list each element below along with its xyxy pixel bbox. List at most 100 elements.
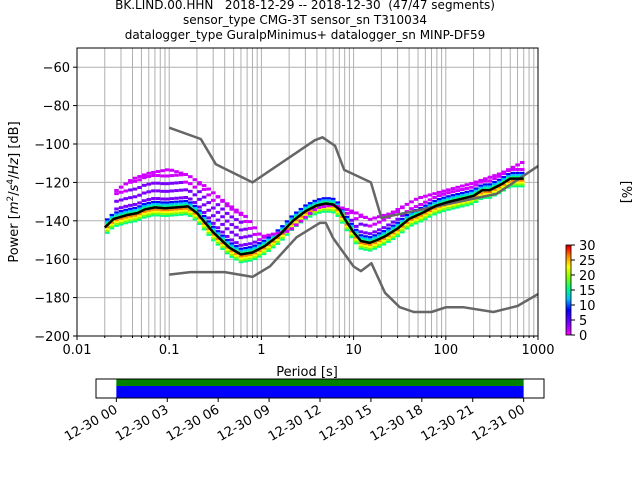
histogram-cell [155, 204, 161, 207]
histogram-cell [114, 207, 119, 211]
histogram-cell [187, 189, 193, 193]
histogram-cell [141, 216, 147, 219]
histogram-cell [247, 220, 253, 224]
histogram-cell [294, 213, 299, 216]
histogram-cell [395, 223, 401, 226]
histogram-cell [229, 230, 235, 234]
histogram-cell [266, 236, 271, 239]
histogram-cell [211, 239, 216, 242]
histogram-cell [367, 249, 373, 252]
histogram-cell [409, 200, 414, 204]
histogram-cell [459, 191, 465, 195]
histogram-cell [349, 234, 354, 237]
timeline-tick-label: 12-30 18 [368, 402, 426, 444]
histogram-cell [169, 174, 175, 178]
histogram-cell [469, 193, 474, 196]
histogram-cell [201, 210, 207, 214]
histogram-cell [464, 202, 470, 205]
histogram-cell [146, 171, 152, 175]
histogram-cell [496, 180, 502, 183]
histogram-cell [220, 247, 225, 251]
histogram-cell [483, 185, 488, 188]
histogram-cell [137, 209, 142, 212]
histogram-cell [151, 174, 156, 178]
histogram-cell [390, 220, 396, 224]
histogram-cell [307, 205, 313, 209]
colorbar-tick-label: 0 [579, 329, 587, 344]
histogram-cell [118, 223, 124, 226]
y-tick-label: −60 [43, 61, 70, 76]
histogram-cell [284, 227, 290, 231]
histogram-cell [257, 253, 262, 256]
histogram-cell [146, 215, 152, 218]
histogram-cell [483, 191, 488, 194]
histogram-cell [141, 214, 147, 217]
histogram-cell [247, 257, 253, 260]
histogram-cell [252, 257, 258, 261]
histogram-cell [164, 214, 170, 217]
timeline-band-available [116, 379, 524, 386]
histogram-cell [395, 231, 401, 234]
histogram-cell [353, 217, 359, 221]
histogram-cell [510, 173, 516, 176]
histogram-cell [367, 243, 373, 246]
histogram-cell [178, 188, 184, 192]
histogram-cell [349, 218, 354, 222]
histogram-cell [372, 238, 377, 241]
histogram-cell [137, 218, 142, 221]
histogram-cell [390, 224, 396, 227]
histogram-cell [123, 204, 129, 208]
histogram-cell [409, 212, 414, 216]
histogram-cell [128, 217, 133, 220]
histogram-cell [174, 189, 179, 193]
histogram-cell [109, 217, 115, 220]
histogram-cell [400, 221, 405, 224]
histogram-cell [275, 231, 281, 235]
histogram-cell [197, 205, 202, 209]
histogram-cell [404, 215, 410, 218]
histogram-cell [234, 233, 239, 237]
histogram-cell [358, 236, 364, 239]
histogram-cell [432, 192, 437, 196]
histogram-cell [192, 208, 198, 211]
histogram-cell [459, 184, 465, 188]
title-line-3: datalogger_type GuralpMinimus+ datalogge… [124, 28, 486, 42]
histogram-cell [483, 183, 488, 186]
histogram-cell [519, 167, 525, 171]
histogram-cell [234, 241, 239, 245]
histogram-cell [377, 245, 382, 248]
histogram-cell [105, 218, 110, 221]
histogram-cell [372, 236, 377, 239]
histogram-cell [151, 189, 156, 193]
histogram-cell [312, 199, 318, 202]
histogram-cell [450, 194, 456, 197]
histogram-cell [105, 226, 110, 229]
timeline-tick-label: 12-30 09 [215, 402, 273, 444]
histogram-cell [192, 206, 198, 209]
histogram-cell [446, 197, 451, 200]
histogram-cell [492, 182, 497, 186]
histogram-cell [340, 206, 345, 210]
histogram-cell [496, 188, 502, 191]
histogram-cell [141, 210, 147, 213]
histogram-cell [298, 207, 304, 211]
histogram-cell [132, 176, 138, 180]
histogram-cell [353, 230, 359, 233]
histogram-cell [427, 204, 433, 207]
histogram-cell [413, 216, 419, 219]
histogram-cell [238, 247, 244, 250]
histogram-cell [132, 216, 138, 219]
histogram-cell [519, 183, 525, 186]
histogram-cell [206, 193, 212, 197]
histogram-cell [146, 203, 152, 206]
histogram-cell [234, 248, 239, 251]
histogram-cell [446, 204, 451, 207]
histogram-cell [261, 251, 267, 254]
histogram-cell [229, 255, 235, 258]
histogram-cell [169, 204, 175, 207]
histogram-cell [492, 174, 497, 178]
histogram-cell [307, 215, 313, 218]
histogram-cell [137, 216, 142, 219]
histogram-cell [114, 222, 119, 225]
